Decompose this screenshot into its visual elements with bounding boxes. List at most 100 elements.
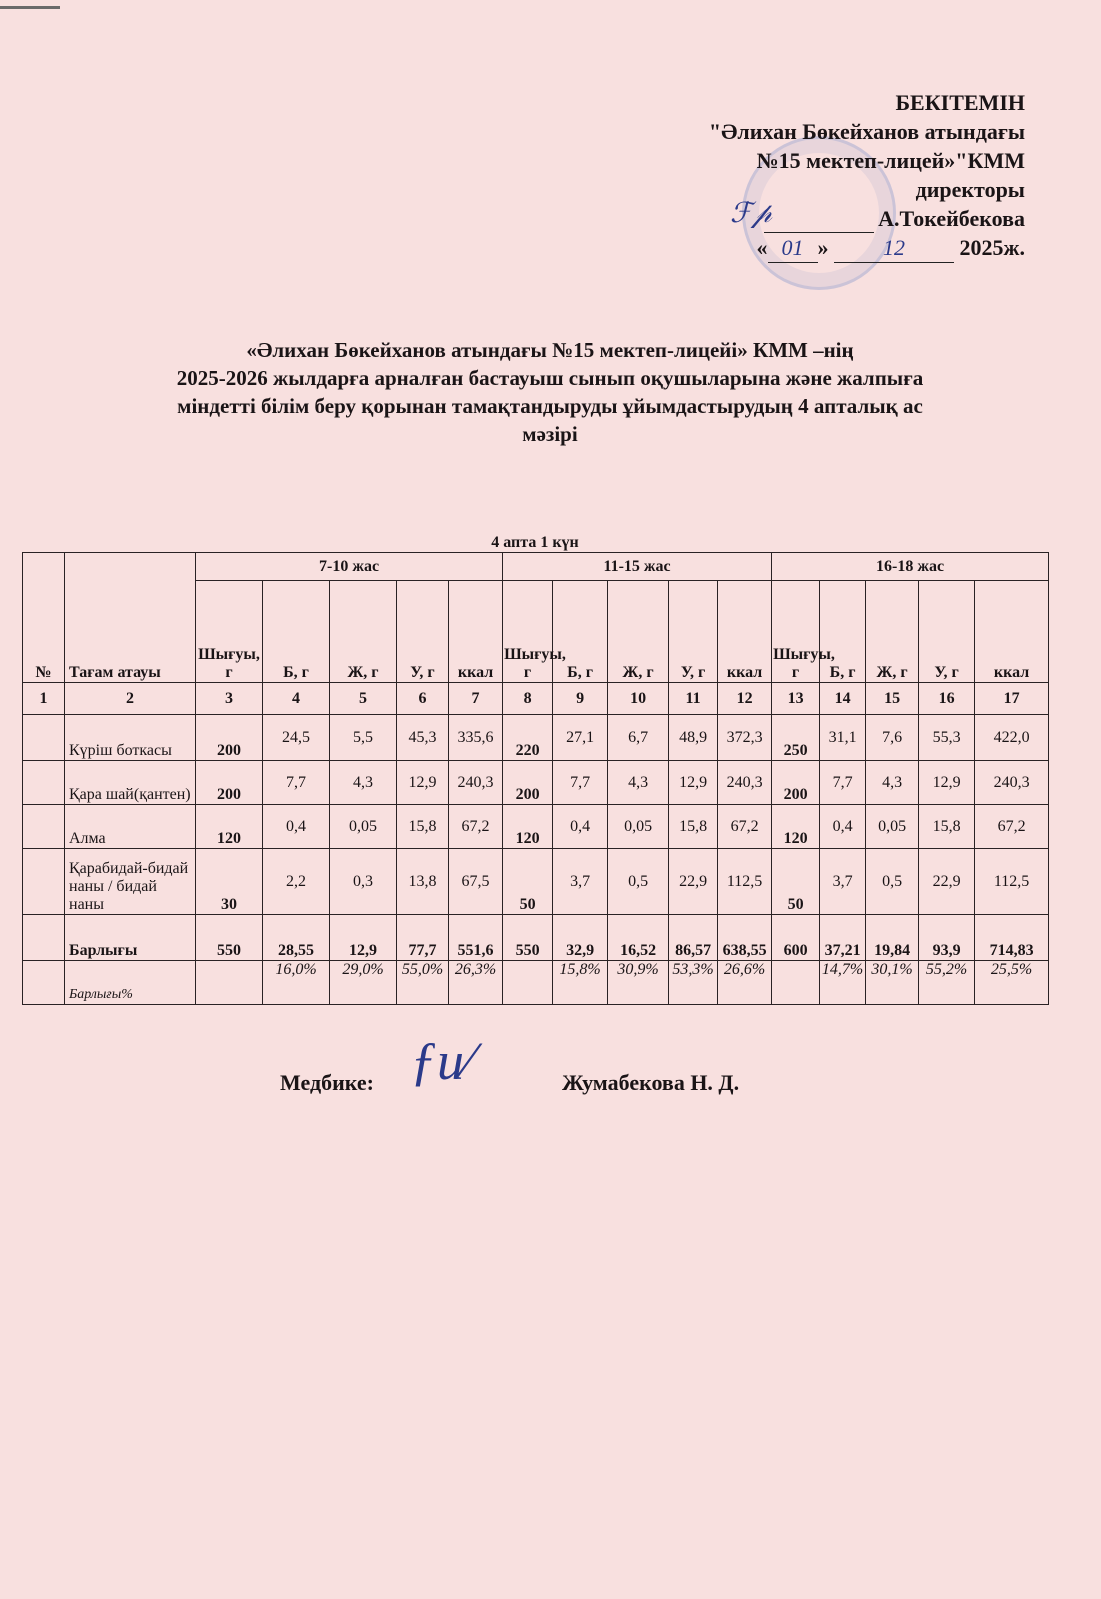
cell-value: 15,8 xyxy=(396,804,449,849)
header-subcolumn: Ж, г xyxy=(607,580,670,683)
column-number: 12 xyxy=(717,682,773,715)
header-subcolumn: Ж, г xyxy=(865,580,920,683)
cell-value: 4,3 xyxy=(607,760,670,805)
cell-value: 112,5 xyxy=(974,848,1050,915)
row-number xyxy=(22,804,65,849)
cell-value: 200 xyxy=(195,714,263,761)
header-subcolumn: Б, г xyxy=(262,580,330,683)
cell-value: 53,3% xyxy=(668,960,719,1005)
column-number: 11 xyxy=(668,682,719,715)
director-signature: ℱ𝓅 xyxy=(730,198,772,229)
cell-value: 26,3% xyxy=(447,960,504,1005)
header-subcolumn: Шығуы, г xyxy=(195,580,263,683)
column-number: 4 xyxy=(262,682,330,715)
cell-value: 86,57 xyxy=(668,914,719,961)
cell-value: 220 xyxy=(502,714,554,761)
column-number: 9 xyxy=(552,682,609,715)
cell-value: 25,5% xyxy=(974,960,1050,1005)
approval-heading: БЕКІТЕМІН xyxy=(895,90,1025,115)
cell-value: 26,6% xyxy=(717,960,773,1005)
cell-value: 0,05 xyxy=(865,804,920,849)
total-row: Барлығы 550 28,55 12,9 77,7 551,6 550 32,9 16,52… xyxy=(22,914,1050,961)
cell-value: 67,2 xyxy=(974,804,1050,849)
cell-value: 45,3 xyxy=(396,714,449,761)
cell-value: 15,8 xyxy=(918,804,976,849)
cell-value: 551,6 xyxy=(447,914,504,961)
column-number: 1 xyxy=(22,682,65,715)
cell-value: 55,0% xyxy=(396,960,449,1005)
header-no: № xyxy=(22,552,65,683)
cell-value: 27,1 xyxy=(552,714,609,761)
approval-day: 01 xyxy=(767,233,818,263)
cell-value: 32,9 xyxy=(552,914,609,961)
header-subcolumn: У, г xyxy=(396,580,449,683)
cell-value: 6,7 xyxy=(607,714,670,761)
cell-value: 240,3 xyxy=(717,760,773,805)
cell-value xyxy=(771,960,821,1005)
cell-value: 120 xyxy=(771,804,821,849)
cell-value: 3,7 xyxy=(819,848,867,915)
row-number xyxy=(22,714,65,761)
header-subcolumn: Шығуы, г xyxy=(502,580,566,683)
dish-name: Алма xyxy=(64,804,196,849)
cell-value: 29,0% xyxy=(329,960,397,1005)
approval-block: БЕКІТЕМІН "Әлихан Бөкейханов атындағы №1… xyxy=(709,88,1025,263)
cell-value: 0,5 xyxy=(865,848,920,915)
table-row: Күріш боткасы 200 24,5 5,5 45,3 335,6 220 27,1 6… xyxy=(22,714,1050,761)
cell-value: 0,05 xyxy=(607,804,670,849)
cell-value: 12,9 xyxy=(668,760,719,805)
dish-name: Күріш боткасы xyxy=(64,714,196,761)
cell-value: 250 xyxy=(771,714,821,761)
cell-value: 638,55 xyxy=(717,914,773,961)
signature-line xyxy=(764,212,875,233)
cell-value: 28,55 xyxy=(262,914,330,961)
header-subcolumn: У, г xyxy=(918,580,976,683)
cell-value: 7,6 xyxy=(865,714,920,761)
column-number: 2 xyxy=(64,682,196,715)
cell-value xyxy=(502,960,554,1005)
cell-value: 67,2 xyxy=(447,804,504,849)
nurse-signature: ƒu⁄ xyxy=(410,1031,474,1091)
cell-value: 714,83 xyxy=(974,914,1050,961)
approval-year: 2025ж. xyxy=(959,235,1025,260)
cell-value: 0,05 xyxy=(329,804,397,849)
cell-value: 67,2 xyxy=(717,804,773,849)
menu-table: № Тағам атауы 7-10 жас 11-15 жас 16-18 ж… xyxy=(22,552,1050,1005)
cell-value: 112,5 xyxy=(717,848,773,915)
table-row: Алма 120 0,4 0,05 15,8 67,2 120 0,4 0,05 15,8 67,2… xyxy=(22,804,1050,849)
cell-value: 7,7 xyxy=(552,760,609,805)
column-number: 15 xyxy=(865,682,920,715)
column-number: 17 xyxy=(974,682,1050,715)
cell-value: 12,9 xyxy=(329,914,397,961)
cell-value: 120 xyxy=(502,804,554,849)
cell-value: 5,5 xyxy=(329,714,397,761)
cell-value: 55,2% xyxy=(918,960,976,1005)
dish-name: Қарабидай-бидай наны / бидай наны xyxy=(64,848,196,915)
header-subcolumn: ккал xyxy=(717,580,773,683)
seal-stamp xyxy=(742,136,896,290)
cell-value: 200 xyxy=(195,760,263,805)
cell-value: 0,3 xyxy=(329,848,397,915)
title-line2: 2025-2026 жылдарға арналған бастауыш сын… xyxy=(176,366,924,390)
approval-org-line1: "Әлихан Бөкейханов атындағы xyxy=(708,119,1025,144)
nurse-name: Жумабекова Н. Д. xyxy=(562,1070,740,1095)
row-number xyxy=(22,960,65,1005)
document-title: «Әлихан Бөкейханов атындағы №15 мектеп-л… xyxy=(40,336,1060,448)
table-row: Қара шай(қантен) 200 7,7 4,3 12,9 240,3 200 7,7… xyxy=(22,760,1050,805)
cell-value: 50 xyxy=(502,848,554,915)
cell-value: 15,8% xyxy=(552,960,609,1005)
column-number: 16 xyxy=(918,682,976,715)
cell-value: 120 xyxy=(195,804,263,849)
header-subcolumn: Б, г xyxy=(552,580,609,683)
cell-value: 200 xyxy=(771,760,821,805)
cell-value: 19,84 xyxy=(865,914,920,961)
header-subcolumn: Б, г xyxy=(819,580,867,683)
cell-value: 600 xyxy=(771,914,821,961)
title-line4: мәзірі xyxy=(522,422,578,446)
cell-value: 16,52 xyxy=(607,914,670,961)
cell-value: 3,7 xyxy=(552,848,609,915)
column-number: 13 xyxy=(771,682,821,715)
cell-value: 93,9 xyxy=(918,914,976,961)
cell-value: 0,4 xyxy=(262,804,330,849)
cell-value: 14,7% xyxy=(819,960,867,1005)
